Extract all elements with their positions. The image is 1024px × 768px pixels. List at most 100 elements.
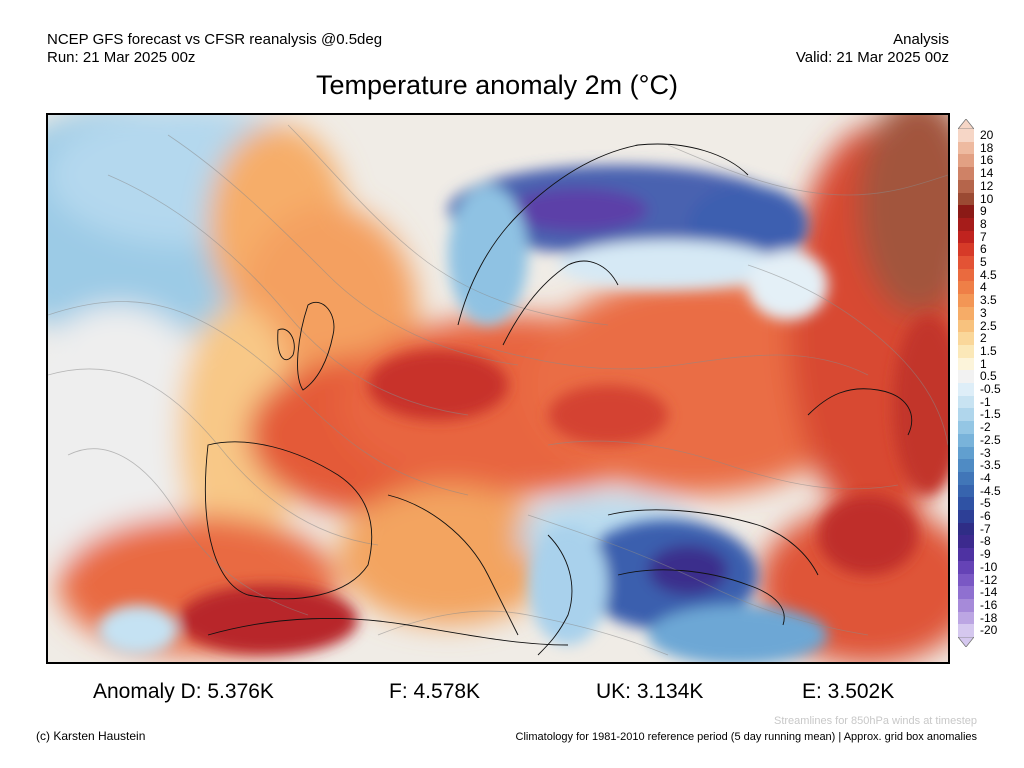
legend-swatch: [958, 535, 974, 549]
legend-label: -18: [980, 610, 998, 625]
climatology-note: Climatology for 1981-2010 reference peri…: [515, 731, 977, 743]
legend-swatch: [958, 471, 974, 486]
valid-line: Valid: 21 Mar 2025 00z: [795, 49, 949, 66]
legend-label: -10: [980, 559, 998, 574]
legend-swatch: [958, 205, 974, 219]
legend-swatch: [958, 459, 974, 473]
legend-swatch: [958, 370, 974, 384]
legend-label: -4.5: [980, 483, 1001, 498]
legend-swatch: [958, 306, 974, 320]
legend-swatch: [958, 624, 974, 638]
legend-label: -0.5: [980, 382, 1001, 396]
legend-swatch: [958, 217, 974, 232]
model-line: NCEP GFS forecast vs CFSR reanalysis @0.…: [47, 31, 383, 48]
legend-swatch: [958, 179, 974, 193]
legend-label: 18: [980, 140, 994, 155]
legend-label: -6: [980, 509, 991, 523]
legend-swatch: [958, 548, 974, 562]
legend-swatch: [958, 383, 974, 397]
legend-swatch: [958, 192, 974, 206]
legend-swatch: [958, 294, 974, 308]
legend-swatch: [958, 344, 974, 359]
legend-bottom-arrow: [958, 637, 974, 647]
legend-swatch: [958, 510, 974, 524]
legend-label: 1: [980, 356, 987, 371]
anomaly-france: F: 4.578K: [389, 680, 481, 703]
legend-swatch: [958, 433, 974, 447]
legend-label: -12: [980, 572, 998, 587]
legend-label: -9: [980, 547, 991, 562]
legend-swatch: [958, 484, 974, 498]
legend-swatch: [958, 319, 974, 333]
legend-swatch: [958, 129, 974, 143]
anomaly-spain: E: 3.502K: [802, 680, 895, 703]
streamline-note: Streamlines for 850hPa winds at timestep: [774, 715, 977, 727]
legend-swatch: [958, 446, 974, 460]
legend-swatch: [958, 573, 974, 587]
anomaly-map: [46, 113, 950, 664]
legend-swatch: [958, 281, 974, 295]
legend-swatch: [958, 268, 974, 282]
legend-label: 6: [980, 242, 987, 257]
legend-swatch: [958, 243, 974, 257]
model-info: NCEP GFS forecast vs CFSR reanalysis @0.…: [47, 31, 382, 67]
legend-label: 20: [980, 128, 994, 142]
legend-label: 8: [980, 216, 987, 231]
legend-swatch: [958, 154, 974, 168]
legend-label: -3: [980, 445, 991, 460]
anomaly-map-canvas: [48, 115, 948, 662]
legend-label: 3.5: [980, 293, 997, 308]
legend-label: 2: [980, 331, 987, 346]
credit-text: (c) Karsten Haustein: [36, 729, 146, 743]
legend-swatch: [958, 256, 974, 270]
legend-swatch: [958, 332, 974, 346]
legend-label: -14: [980, 585, 998, 600]
run-line: Run: 21 Mar 2025 00z: [47, 49, 196, 66]
legend-swatch: [958, 421, 974, 435]
legend-label: -4: [980, 470, 991, 485]
validity-info: Analysis Valid: 21 Mar 2025 00z: [796, 31, 949, 67]
legend-label: 16: [980, 153, 994, 168]
legend-label: 12: [980, 178, 994, 193]
legend-swatch: [958, 141, 974, 155]
coastlines: [205, 143, 913, 656]
legend-swatch: [958, 598, 974, 613]
legend-label: 0.5: [980, 369, 997, 384]
map-title: Temperature anomaly 2m (°C): [316, 70, 678, 100]
legend-label: 7: [980, 229, 987, 244]
legend-label: 2.5: [980, 318, 997, 333]
legend-swatch: [958, 586, 974, 600]
legend-label: -2: [980, 420, 991, 435]
legend-label: -8: [980, 534, 991, 549]
anomaly-germany: Anomaly D: 5.376K: [93, 680, 274, 703]
legend-label: 14: [980, 166, 994, 181]
legend-label: -16: [980, 597, 998, 612]
legend-label: 4: [980, 280, 987, 295]
legend-label: -5: [980, 496, 991, 511]
legend-label: -2.5: [980, 432, 1001, 447]
legend-swatch: [958, 230, 974, 244]
legend-swatch: [958, 560, 974, 574]
legend-label: 9: [980, 204, 987, 219]
legend-label: -1.5: [980, 407, 1001, 422]
legend-label: -3.5: [980, 458, 1001, 473]
legend-label: -20: [980, 623, 998, 638]
legend-swatch: [958, 357, 974, 371]
anomaly-uk: UK: 3.134K: [596, 680, 704, 703]
legend-swatch: [958, 611, 974, 625]
legend-swatch: [958, 167, 974, 181]
legend-label: -1: [980, 394, 991, 409]
type-line: Analysis: [893, 31, 949, 48]
legend-label: -7: [980, 521, 991, 536]
legend-swatch: [958, 408, 974, 422]
legend-label: 4.5: [980, 267, 997, 282]
legend-swatch: [958, 497, 974, 511]
anomaly-field-detail: [98, 165, 948, 662]
legend-label: 3: [980, 305, 987, 320]
legend-top-arrow: [958, 119, 974, 129]
legend-swatch: [958, 522, 974, 536]
legend-label: 10: [980, 191, 994, 206]
legend-label: 1.5: [980, 343, 997, 358]
wind-streamlines: [48, 124, 948, 656]
legend-swatch: [958, 395, 974, 409]
